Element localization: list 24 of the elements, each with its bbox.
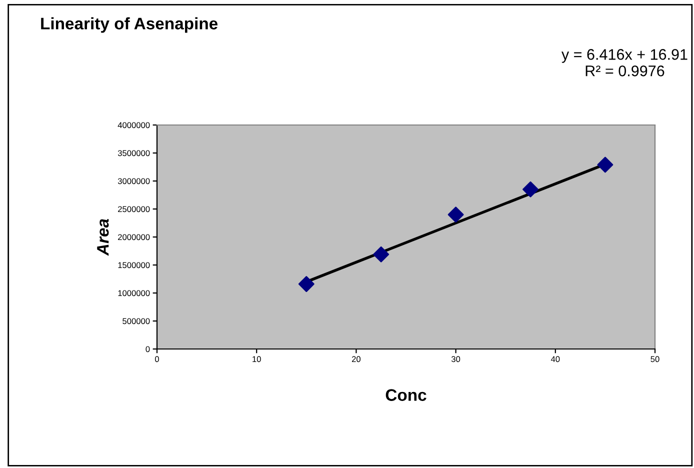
- y-tick-label: 4000000: [118, 122, 150, 128]
- x-tick-label: 30: [451, 356, 460, 362]
- point: [298, 276, 314, 292]
- point: [373, 246, 390, 262]
- point: [522, 181, 538, 198]
- y-tick-label: 500000: [122, 318, 150, 324]
- x-tick-label: 40: [550, 356, 560, 362]
- x-tick-label: 10: [252, 356, 261, 362]
- y-tick-label: 3500000: [118, 150, 150, 156]
- x-axis-title: Conc: [386, 389, 426, 401]
- y-tick-label: 1000000: [118, 290, 150, 296]
- y-axis-title: Area: [97, 218, 109, 256]
- y-tick-label: 2000000: [118, 234, 150, 240]
- chart-title: Linearity of Asenapine: [41, 17, 218, 33]
- y-tick-label: 1500000: [118, 262, 150, 268]
- point: [597, 156, 614, 173]
- x-tick-label: 0: [155, 356, 159, 362]
- y-tick-label: 2500000: [118, 206, 150, 212]
- x-tick-label: 20: [352, 356, 361, 362]
- point: [448, 206, 464, 223]
- y-tick-label: 0: [146, 346, 150, 352]
- x-tick-label: 50: [650, 356, 660, 362]
- text: y = 6.416x + 16.91 R² = 0.9976: [561, 49, 688, 76]
- y-tick-label: 3000000: [118, 178, 150, 184]
